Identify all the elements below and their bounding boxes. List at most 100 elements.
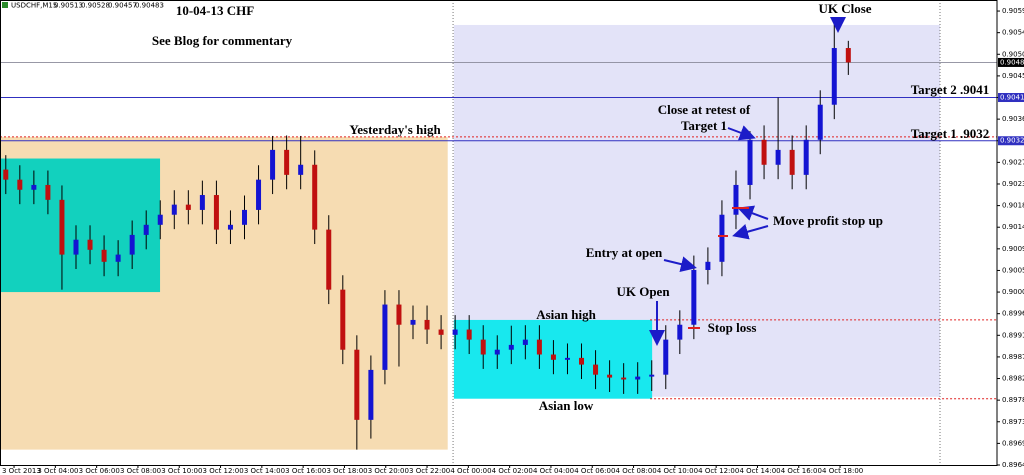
candle-body: [691, 269, 697, 325]
y-tick-label: 0.90545: [1002, 29, 1024, 37]
candle-body: [747, 139, 753, 185]
candle-body: [761, 139, 767, 165]
candle-body: [256, 179, 262, 210]
candle-body: [452, 329, 458, 335]
candle-body: [101, 249, 107, 262]
x-tick-label: 3 Oct 18:00: [326, 467, 367, 475]
y-tick-label: 0.90185: [1002, 202, 1024, 210]
plot-frame: [0, 0, 998, 466]
candle-body: [213, 195, 219, 230]
x-tick-label: 3 Oct 06:00: [79, 467, 120, 475]
arrow: [737, 205, 769, 221]
y-tick-label: 0.90500: [1002, 50, 1024, 58]
symbol-icon: [2, 2, 8, 8]
x-tick-label: 3 Oct 14:00: [244, 467, 285, 475]
candle-body: [17, 179, 23, 190]
candle-body: [3, 169, 9, 180]
candle-body: [705, 261, 711, 270]
candle-body: [410, 319, 416, 325]
annotation: Target 1: [681, 118, 727, 133]
candle-body: [298, 164, 304, 175]
annotation: Yesterday's high: [349, 122, 441, 137]
candle-body: [87, 239, 93, 250]
y-tick-label: 0.89870: [1002, 353, 1024, 361]
candle-body: [171, 204, 177, 215]
header-close: 0.90483: [135, 2, 164, 10]
candle-body: [775, 149, 781, 165]
x-tick-label: 4 Oct 02:00: [492, 467, 533, 475]
x-tick-label: 4 Oct 12:00: [698, 467, 739, 475]
chart-title: 10-04-13 CHF: [176, 3, 254, 18]
candle-body: [368, 369, 374, 420]
candle-body: [480, 339, 486, 355]
annotation: Entry at open: [586, 245, 663, 260]
annotation: Stop loss: [708, 320, 757, 335]
symbol: USDCHF,M15: [11, 2, 57, 10]
candle-body: [663, 339, 669, 375]
y-tick-label: 0.89915: [1002, 331, 1024, 339]
candle-body: [284, 149, 290, 175]
candle-body: [73, 239, 79, 255]
candle-body: [396, 304, 402, 325]
y-tick-label: 0.90275: [1002, 158, 1024, 166]
header-low: 0.90457: [108, 2, 137, 10]
candle-body: [817, 104, 823, 140]
header-high: 0.90528: [81, 2, 110, 10]
y-tick-label: 0.90140: [1002, 223, 1024, 231]
candle-body: [143, 224, 149, 235]
candle-body: [845, 48, 851, 63]
arrow: [727, 125, 756, 141]
x-tick-label: 4 Oct 18:00: [822, 467, 863, 475]
candle-body: [593, 364, 599, 375]
candle-body: [677, 324, 683, 340]
y-tick-label: 0.90005: [1002, 288, 1024, 296]
chart-subtitle: See Blog for commentary: [152, 33, 293, 48]
annotation: Asian high: [536, 307, 596, 322]
x-tick-label: 4 Oct 14:00: [739, 467, 780, 475]
annotation: Target 2 .9041: [911, 82, 990, 97]
candle-body: [115, 254, 121, 262]
candle-body: [494, 349, 500, 355]
x-tick-label: 3 Oct 10:00: [161, 467, 202, 475]
annotation: UK Close: [818, 1, 871, 16]
candle-body: [508, 344, 514, 350]
x-tick-label: 4 Oct 06:00: [574, 467, 615, 475]
annotation: Target 1 .9032: [911, 126, 990, 141]
price-badge: [998, 57, 1024, 67]
candle-body: [326, 229, 332, 290]
x-tick-label: 4 Oct 08:00: [616, 467, 657, 475]
y-tick-label: 0.90455: [1002, 72, 1024, 80]
price-badge-label: 0.90483: [1000, 58, 1024, 66]
candle-body: [424, 319, 430, 330]
x-tick-label: 4 Oct 16:00: [781, 467, 822, 475]
candle-body: [340, 289, 346, 350]
annotations: 10-04-13 CHF See Blog for commentary Yes…: [152, 1, 989, 413]
header-open: 0.90513: [54, 2, 83, 10]
y-tick-label: 0.89645: [1002, 461, 1024, 469]
candle-body: [312, 164, 318, 230]
x-tick-label: 4 Oct 00:00: [450, 467, 491, 475]
candle-body: [45, 184, 51, 200]
candle-body: [466, 329, 472, 340]
x-tick-label: 3 Oct 20:00: [368, 467, 409, 475]
annotation: Close at retest of: [658, 102, 751, 117]
y-tick-label: 0.89825: [1002, 375, 1024, 383]
candle-body: [649, 374, 655, 377]
y-tick-label: 0.9023: [1002, 180, 1024, 188]
annotation: Move profit stop up: [773, 213, 883, 228]
candle-body: [129, 234, 135, 255]
candle-body: [733, 184, 739, 215]
session-zone: [0, 158, 161, 293]
candle-body: [607, 374, 613, 378]
candle-body: [242, 209, 248, 225]
candle-body: [31, 184, 37, 190]
arrow: [732, 224, 769, 240]
y-tick-label: 0.90590: [1002, 7, 1024, 15]
candle-body: [564, 357, 570, 360]
y-tick-label: 0.90365: [1002, 115, 1024, 123]
y-tick-label: 0.89960: [1002, 310, 1024, 318]
candle-body: [59, 199, 65, 255]
x-tick-label: 3 Oct 08:00: [120, 467, 161, 475]
